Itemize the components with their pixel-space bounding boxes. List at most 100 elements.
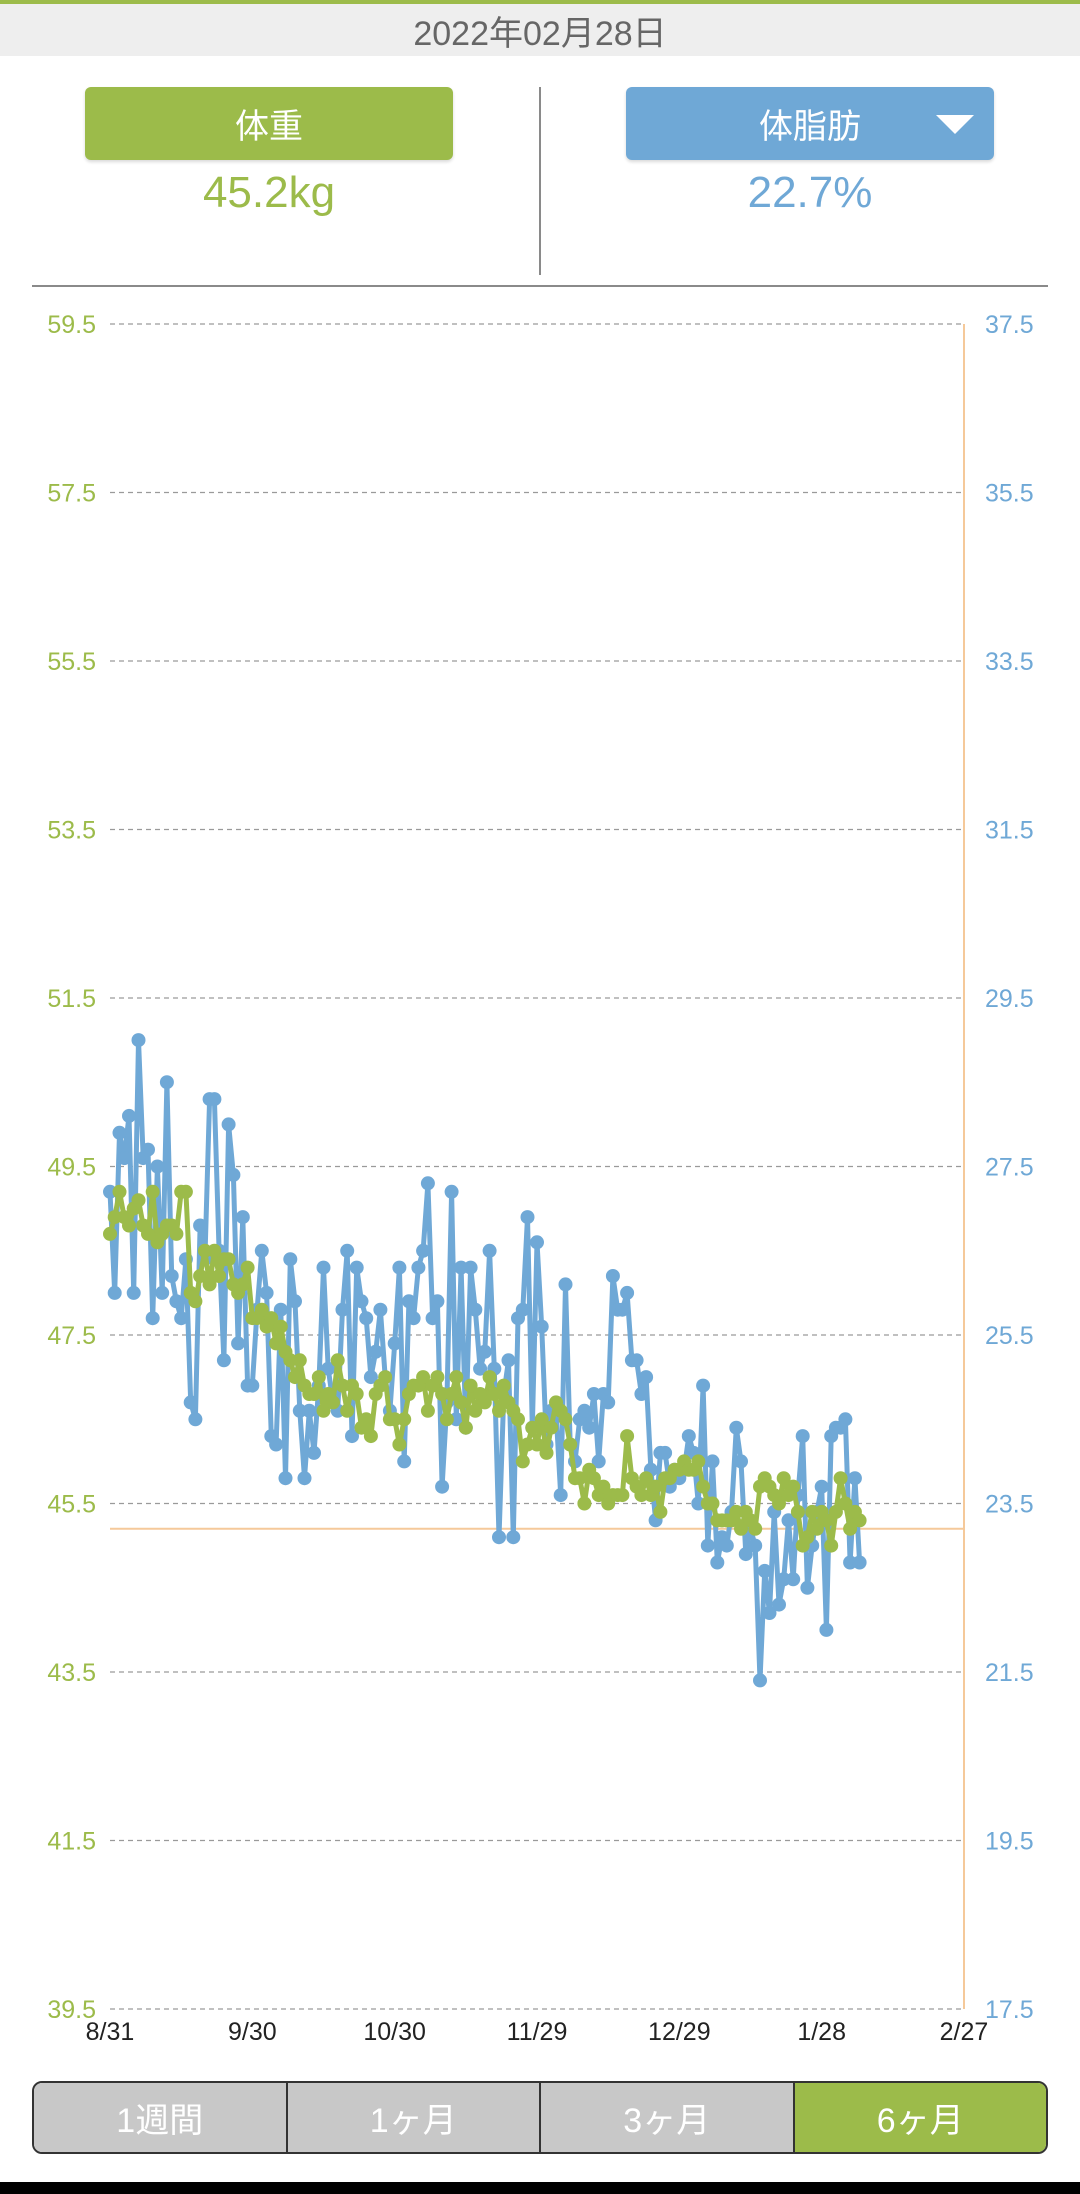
fat-data-point: [700, 1538, 715, 1553]
weight-data-point: [776, 1471, 791, 1486]
weight-data-point: [824, 1538, 839, 1553]
y-right-tick-label: 31.5: [985, 817, 1034, 845]
fat-data-point: [577, 1403, 592, 1418]
tab-1-month[interactable]: 1ヶ月: [287, 2083, 541, 2152]
fat-data-point: [226, 1167, 241, 1182]
weight-data-point: [273, 1319, 288, 1334]
weight-data-point: [487, 1387, 502, 1401]
fat-data-point: [159, 1075, 174, 1090]
y-left-tick-label: 39.5: [47, 1996, 96, 2024]
weight-data-point: [207, 1243, 222, 1258]
fat-data-point: [245, 1378, 260, 1393]
weight-data-point: [639, 1471, 654, 1486]
fat-data-point: [387, 1336, 402, 1351]
weight-data-point: [145, 1184, 160, 1199]
fat-data-point: [681, 1429, 696, 1444]
fat-data-point: [553, 1488, 568, 1503]
x-tick-label: 12/29: [648, 2018, 711, 2046]
weight-data-point: [790, 1504, 805, 1519]
weight-data-point: [420, 1403, 435, 1418]
fat-data-point: [468, 1302, 483, 1317]
weight-data-point: [235, 1277, 250, 1292]
weight-data-point: [349, 1387, 364, 1401]
fat-value: 22.7%: [747, 168, 873, 217]
weight-data-point: [572, 1471, 587, 1486]
y-left-tick-label: 41.5: [47, 1828, 96, 1856]
weight-data-point: [482, 1370, 497, 1385]
fat-data-point: [406, 1311, 421, 1326]
fat-data-point: [753, 1673, 767, 1688]
weight-data-point: [112, 1184, 127, 1199]
date-header: 2022年02月28日: [0, 4, 1080, 56]
fat-data-point: [321, 1361, 336, 1376]
weight-data-point: [449, 1370, 464, 1385]
fat-data-point: [188, 1412, 203, 1427]
fat-data-point: [112, 1125, 127, 1140]
fat-data-point: [847, 1471, 862, 1486]
fat-data-point: [492, 1530, 506, 1545]
x-tick-label: 2/27: [940, 2018, 989, 2046]
fat-data-point: [520, 1210, 535, 1225]
weight-data-point: [525, 1420, 540, 1435]
fat-data-point: [772, 1597, 786, 1612]
weight-data-point: [534, 1412, 549, 1427]
weight-button[interactable]: 体重: [85, 87, 453, 160]
weight-data-point: [544, 1420, 559, 1435]
y-right-tick-label: 27.5: [985, 1154, 1034, 1182]
weight-data-point: [363, 1429, 378, 1444]
fat-data-point: [738, 1547, 753, 1562]
fat-data-point: [506, 1530, 521, 1545]
weight-data-point: [397, 1412, 412, 1427]
y-right-tick-label: 29.5: [985, 985, 1034, 1013]
metric-select-dropdown[interactable]: 体脂肪: [626, 87, 994, 160]
x-tick-label: 8/31: [86, 2018, 135, 2046]
weight-data-point: [269, 1336, 284, 1351]
y-left-tick-label: 53.5: [47, 817, 96, 845]
fat-data-point: [307, 1445, 321, 1460]
weight-data-point: [340, 1403, 355, 1418]
current-date: 2022年02月28日: [413, 14, 667, 53]
fat-data-point: [207, 1092, 222, 1107]
fat-data-point: [273, 1302, 288, 1317]
weight-data-point: [454, 1395, 469, 1410]
weight-data-point: [828, 1504, 843, 1519]
fat-data-point: [373, 1302, 388, 1317]
weight-data-point: [586, 1471, 601, 1486]
weight-data-point: [786, 1479, 801, 1494]
fat-data-point: [757, 1563, 772, 1578]
fat-data-point: [259, 1285, 274, 1300]
weight-data-point: [748, 1521, 763, 1536]
fat-data-point: [150, 1159, 165, 1174]
x-tick-label: 10/30: [363, 2018, 426, 2046]
weight-data-point: [492, 1403, 506, 1418]
fat-data-point: [416, 1243, 431, 1258]
fat-data-point: [174, 1311, 189, 1326]
tab-6-months[interactable]: 6ヶ月: [794, 2083, 1046, 2152]
weight-data-point: [496, 1378, 511, 1393]
weight-data-point: [458, 1420, 473, 1435]
fat-data-point: [345, 1429, 359, 1444]
fat-data-point: [620, 1285, 635, 1300]
fat-data-point: [269, 1437, 284, 1452]
fat-data-point: [838, 1412, 853, 1427]
weight-data-point: [316, 1403, 331, 1418]
fat-data-point: [634, 1387, 649, 1401]
weight-data-point: [288, 1370, 302, 1385]
tab-1-week[interactable]: 1週間: [34, 2083, 288, 2152]
fat-data-point: [359, 1311, 374, 1326]
weight-data-point: [131, 1193, 146, 1208]
fat-data-point: [482, 1243, 497, 1258]
fat-data-point: [639, 1370, 654, 1385]
weight-data-point: [254, 1302, 269, 1317]
fat-data-point: [397, 1454, 412, 1469]
fat-data-point: [122, 1108, 136, 1123]
x-tick-label: 9/30: [228, 2018, 277, 2046]
fat-data-point: [141, 1142, 155, 1157]
y-right-tick-label: 35.5: [985, 480, 1034, 508]
fat-data-point: [164, 1269, 179, 1283]
weight-data-point: [819, 1513, 834, 1528]
tab-3-months[interactable]: 3ヶ月: [541, 2083, 795, 2152]
fat-data-point: [444, 1184, 459, 1199]
weight-data-point: [615, 1488, 630, 1503]
weight-data-point: [833, 1471, 848, 1486]
